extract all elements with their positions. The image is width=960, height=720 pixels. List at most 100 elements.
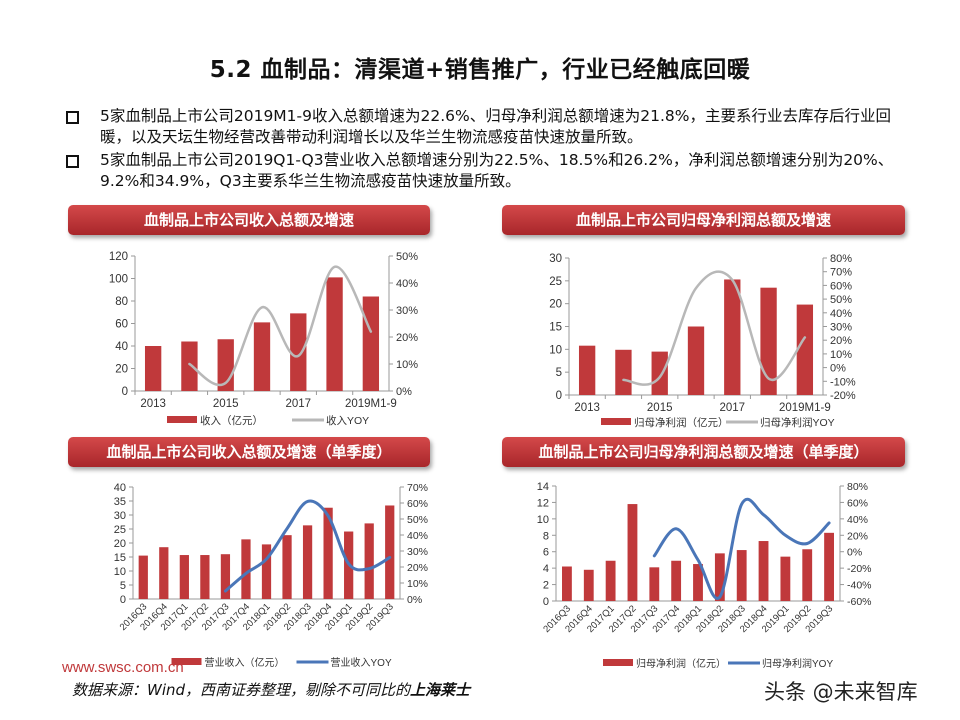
x-axis-tick-label: 2013 [574,402,600,414]
slide-title: 5.2 血制品：清渠道+销售推广，行业已经触底回暖 [209,57,751,83]
bar [758,541,769,601]
right-axis-tick-label: 10% [396,359,418,371]
bar [736,550,747,601]
bar [253,322,271,391]
left-axis-tick-label: 5 [120,580,126,592]
bar [583,569,594,601]
chart-title-net-profit-quarterly: 血制品上市公司归母净利润总额及增速（单季度） [502,437,905,467]
bar [605,560,616,601]
net-profit-quarterly-chart: 02468101214-60%-40%-20%0%20%40%60%80%201… [537,481,872,670]
left-axis-tick-label: 20 [114,538,126,550]
x-axis-tick-label: 2015 [647,402,673,414]
left-axis-tick-label: 35 [114,496,126,508]
legend-bar-swatch [167,416,197,423]
bullet-item: 5家血制品上市公司2019M1-9收入总额增速为22.6%、归母净利润总额增速为… [64,106,914,148]
square-bullet-icon [66,111,79,124]
bar [323,507,333,599]
bar [693,564,703,601]
x-axis-tick-label: 2019M1-9 [779,402,831,414]
bar [824,532,834,601]
website-link[interactable]: www.swsc.com.cn [62,659,184,676]
bar [649,567,660,601]
right-axis-tick-label: 40% [396,278,418,290]
chart-title-net-profit: 血制品上市公司归母净利润总额及增速 [502,205,905,235]
left-axis-tick-label: 40 [115,341,128,353]
left-axis-tick-label: 30 [114,510,126,522]
right-axis-tick-label: -20% [847,563,872,575]
right-axis-tick-label: 50% [830,294,852,306]
bar [796,304,814,395]
left-axis-tick-label: 40 [114,482,126,494]
right-axis-tick-label: 20% [847,530,868,542]
right-axis-tick-label: 60% [830,280,852,292]
left-axis-tick-label: 80 [115,296,128,308]
bullet-list: 5家血制品上市公司2019M1-9收入总额增速为22.6%、归母净利润总额增速为… [64,106,914,194]
x-axis-tick-label: 2017 [719,402,745,414]
bar [780,556,791,601]
left-axis-tick-label: 15 [114,552,126,564]
chart-title-revenue: 血制品上市公司收入总额及增速 [68,205,430,235]
bar [364,523,374,599]
bar [562,566,572,601]
bar [144,346,162,391]
bullet-text: 5家血制品上市公司2019Q1-Q3营业收入总额增速分别为22.5%、18.5%… [100,151,894,190]
legend-bar-label: 归母净利润（亿元） [636,657,726,670]
right-axis-tick-label: 50% [396,251,418,263]
legend-line-label: 归母净利润YOY [762,657,833,670]
left-axis-tick-label: 10 [537,514,549,526]
right-axis-tick-label: 20% [830,335,852,347]
bar [181,341,198,391]
left-axis-tick-label: 4 [543,563,549,575]
left-axis-tick-label: 100 [109,274,128,286]
bar [578,345,596,395]
x-axis-tick-label: 2019M1-9 [345,398,397,410]
revenue-annual-chart: 0 20 40 60 80 100 120 0% 10% 20% 30% 40% 50% 2013 2015… [109,251,418,427]
bar [802,549,813,601]
bar [159,547,169,599]
watermark: 头条 @未来智库 [764,680,918,704]
left-axis-tick-label: 0 [556,390,562,402]
legend-bar-swatch [601,418,631,425]
revenue-quarterly-chart: 05101520253035400%10%20%30%40%50%60%70%2… [114,482,428,669]
bar [290,313,307,391]
bullet-text: 5家血制品上市公司2019M1-9收入总额增速为22.6%、归母净利润总额增速为… [100,107,891,146]
bar [651,351,668,395]
right-axis-tick-label: 40% [830,308,852,320]
right-axis-tick-label: 80% [830,253,852,265]
left-axis-tick-label: 120 [109,251,128,263]
net-profit-annual-chart: 0 5 10 15 20 25 30 -20% -10%0% 10% 20%30% 40% 50% 60%… [549,253,856,429]
right-axis-tick-label: 10% [407,578,428,590]
left-axis-tick-label: 60 [115,319,128,331]
left-axis-tick-label: 20 [115,364,128,376]
x-axis-tick-label: 2013 [140,398,166,410]
left-axis-tick-label: 30 [549,253,562,265]
right-axis-tick-label: 30% [396,305,418,317]
right-axis-tick-label: -10% [830,376,856,388]
legend-bar-label: 收入（亿元） [200,414,263,427]
right-axis-tick-label: 70% [407,482,428,494]
left-axis-tick-label: 8 [543,530,549,542]
bar [282,535,292,599]
right-axis-tick-label: 20% [396,332,418,344]
bar [671,560,682,601]
legend-line-label: 收入YOY [326,414,369,427]
yoy-line [622,270,807,386]
legend-bar-swatch [171,658,202,665]
right-axis-tick-label: -20% [830,390,856,402]
right-axis-tick-label: 60% [847,497,868,509]
bar [615,349,632,395]
chart-title-revenue-quarterly: 血制品上市公司收入总额及增速（单季度） [68,437,430,467]
bar [241,539,251,599]
left-axis-tick-label: 6 [543,547,549,559]
bar [760,287,777,395]
bar [302,525,313,599]
bar [724,279,741,395]
bar [627,504,638,601]
bar [714,553,725,601]
right-axis-tick-label: 50% [407,514,428,526]
yoy-line [188,265,373,387]
left-axis-tick-label: 12 [537,497,549,509]
left-axis-tick-label: 25 [549,276,562,288]
bar [385,505,395,599]
right-axis-tick-label: 0% [830,363,846,375]
